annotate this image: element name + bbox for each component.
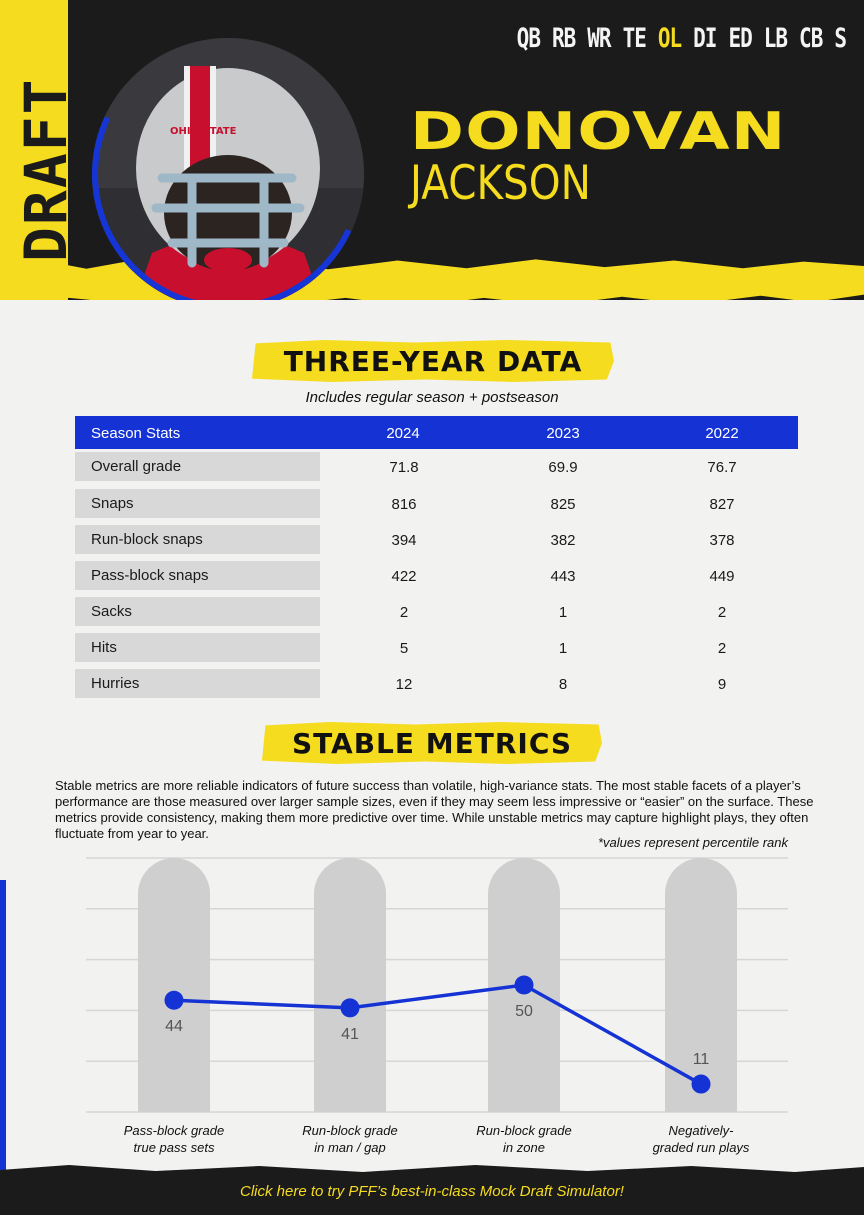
category-label-0: Pass-block grade true pass sets <box>99 1122 249 1156</box>
data-label-0: 44 <box>165 1018 183 1035</box>
position-nav: QB RB WR TE OL DI ED LB CB S <box>516 23 847 53</box>
nav-position-wr[interactable]: WR <box>587 23 611 53</box>
draft-side-strip: DRAFT <box>0 0 80 300</box>
player-photo: OHIO STATE <box>92 38 364 300</box>
category-label-line: Run-block grade <box>476 1123 572 1138</box>
cell-2023: 1 <box>558 640 568 657</box>
cell-2022: 2 <box>717 640 727 657</box>
helmet-text: OHIO STATE <box>170 126 237 137</box>
category-label-line: Pass-block grade <box>123 1123 225 1138</box>
cell-2024: 71.8 <box>389 459 419 476</box>
photo-ring <box>53 0 403 300</box>
player-last-name: JACKSON <box>410 156 591 212</box>
cell-2023: 8 <box>558 676 568 693</box>
cell-2022: 76.7 <box>707 459 737 476</box>
data-label-2: 50 <box>515 1003 533 1020</box>
blue-edge-accent <box>0 880 6 1180</box>
mock-draft-link[interactable]: Click here to try PFF’s best-in-class Mo… <box>240 1183 624 1200</box>
cell-2023: 69.9 <box>548 459 578 476</box>
data-label-1: 41 <box>341 1026 359 1043</box>
player-first-name: DONOVAN <box>410 102 787 162</box>
nav-position-ed[interactable]: ED <box>728 23 752 53</box>
data-point-1 <box>340 998 360 1018</box>
cell-2022: 827 <box>709 496 735 513</box>
nav-position-cb[interactable]: CB <box>799 23 823 53</box>
cell-2022: 2 <box>717 604 727 621</box>
category-label-2: Run-block grade in zone <box>449 1122 599 1156</box>
cell-2022: 378 <box>709 532 735 549</box>
category-label-line: Negatively- <box>668 1123 734 1138</box>
table-header-label: Season Stats <box>91 425 181 442</box>
data-point-3 <box>691 1074 711 1094</box>
table-header-2022: 2022 <box>705 425 739 442</box>
footer-bar <box>0 1165 864 1215</box>
data-label-3: 11 <box>693 1051 710 1068</box>
table-header-row: Season Stats 2024 2023 2022 <box>75 416 798 449</box>
stable-metrics-title: STABLE METRICS <box>262 722 602 764</box>
player-helmet-image: OHIO STATE <box>92 38 364 300</box>
category-label-line: Run-block grade <box>302 1123 398 1138</box>
category-label-line: in zone <box>503 1140 545 1155</box>
row-label-snaps: Snaps <box>75 489 320 518</box>
cell-2023: 443 <box>550 568 576 585</box>
series-line <box>173 983 702 1086</box>
cell-2023: 382 <box>550 532 576 549</box>
nav-position-qb[interactable]: QB <box>516 23 541 53</box>
chart-svg: 44 41 50 11 <box>86 857 788 1113</box>
category-label-3: Negatively-graded run plays <box>626 1122 776 1156</box>
data-point-2 <box>514 975 534 995</box>
header-banner: DRAFT OHIO STATE QB RB WR TE OL DI ED LB… <box>0 0 864 300</box>
percentile-bar-base-2 <box>488 898 560 1112</box>
cell-2024: 12 <box>395 676 413 693</box>
row-label-pass-block-snaps: Pass-block snaps <box>75 561 320 590</box>
cell-2024: 394 <box>391 532 417 549</box>
cell-2022: 9 <box>717 676 727 693</box>
nav-position-di[interactable]: DI <box>693 23 717 53</box>
row-label-hurries: Hurries <box>75 669 320 698</box>
draft-word: DRAFT <box>12 77 80 262</box>
cell-2022: 449 <box>709 568 735 585</box>
three-year-subtitle: Includes regular season + postseason <box>305 389 559 406</box>
cell-2023: 1 <box>558 604 568 621</box>
nav-position-ol[interactable]: OL <box>657 23 682 53</box>
row-label-overall-grade: Overall grade <box>75 452 320 481</box>
data-point-0 <box>164 990 184 1010</box>
cell-2024: 2 <box>399 604 409 621</box>
cell-2024: 5 <box>399 640 409 657</box>
row-label-sacks: Sacks <box>75 597 320 626</box>
three-year-title: THREE-YEAR DATA <box>252 340 614 382</box>
nav-position-rb[interactable]: RB <box>551 23 576 53</box>
stable-metrics-chart: 44 41 50 11 Pass-block grade true pass sets R… <box>0 850 864 1170</box>
category-label-line: in man / gap <box>314 1140 386 1155</box>
category-label-line: graded run plays <box>652 1140 750 1155</box>
row-label-run-block-snaps: Run-block snaps <box>75 525 320 554</box>
cell-2024: 816 <box>391 496 417 513</box>
cell-2024: 422 <box>391 568 417 585</box>
nav-position-te[interactable]: TE <box>622 23 647 53</box>
table-header-2024: 2024 <box>386 425 420 442</box>
category-label-1: Run-block grade in man / gap <box>275 1122 425 1156</box>
category-label-line: true pass sets <box>133 1140 215 1155</box>
row-label-hits: Hits <box>75 633 320 662</box>
nav-position-s[interactable]: S <box>834 23 847 53</box>
nav-position-lb[interactable]: LB <box>763 23 788 53</box>
cell-2023: 825 <box>550 496 576 513</box>
percentile-note: *values represent percentile rank <box>597 835 788 850</box>
table-header-2023: 2023 <box>546 425 580 442</box>
stable-metrics-description: Stable metrics are more reliable indicat… <box>55 778 814 841</box>
